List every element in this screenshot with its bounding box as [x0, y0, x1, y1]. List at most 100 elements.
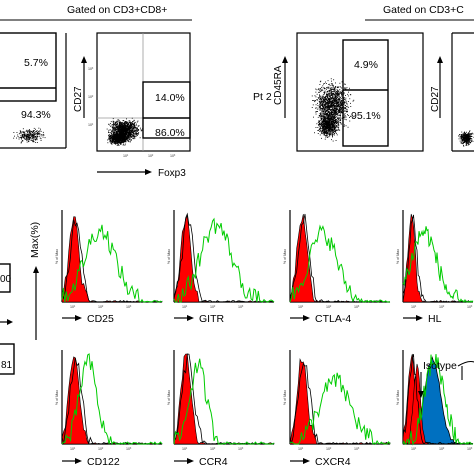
scatter-dot — [115, 132, 117, 134]
scatter-dot — [108, 130, 109, 132]
scatter-dot — [112, 133, 114, 135]
scatter-dot — [116, 136, 117, 138]
scatter-dot — [126, 123, 128, 125]
scatter-dot — [133, 128, 134, 129]
scatter-dot — [323, 98, 325, 100]
scatter-dot — [131, 131, 132, 133]
scatter-dot — [324, 138, 326, 140]
scatter-dot — [117, 136, 119, 138]
scatter-dot — [130, 136, 132, 138]
scatter-dot — [331, 91, 333, 92]
scatter-dot — [325, 105, 326, 107]
scatter-dot — [334, 131, 336, 132]
scatter-dot — [337, 91, 339, 93]
scatter-dot — [126, 118, 127, 120]
scatter-dot — [130, 132, 131, 134]
scatter-dot — [22, 140, 24, 142]
scatter-dot — [336, 124, 338, 126]
scatter-dot — [329, 133, 331, 135]
scatter-dot — [322, 127, 324, 129]
scatter-dot — [124, 139, 126, 140]
scatter-dot — [343, 92, 345, 94]
scatter-dot — [316, 123, 318, 125]
scatter-dot — [32, 138, 34, 140]
scatter-dot — [336, 103, 338, 105]
scatter-dot — [322, 123, 324, 125]
scatter-dot — [116, 142, 118, 144]
scatter-dot — [318, 97, 319, 99]
hist-small-ylabel: % of Max — [396, 249, 400, 264]
scatter-dot — [323, 126, 324, 127]
scatter-dot — [130, 140, 132, 141]
scatter-dot — [324, 125, 326, 127]
scatter-dot — [28, 133, 30, 135]
scatter-dot — [333, 115, 335, 117]
scatter-dot — [325, 81, 326, 83]
scatter-dot — [125, 136, 127, 137]
scatter-dot — [334, 124, 336, 125]
scatter-dot — [113, 123, 114, 124]
scatter-dot — [329, 128, 330, 130]
scatter-dot — [313, 100, 315, 101]
scatter-dot — [27, 139, 28, 141]
scatter-dot — [328, 100, 330, 102]
scatter-dot — [333, 121, 334, 123]
scatter-dot — [338, 111, 340, 112]
scatter-dot — [133, 126, 135, 128]
scatter-dot — [124, 129, 126, 131]
scatter-dot — [328, 130, 329, 132]
scatter-dot — [331, 118, 333, 120]
scatter-dot — [321, 108, 323, 110]
scatter-dot — [322, 87, 324, 89]
scatter-dot — [323, 126, 325, 127]
scatter-dot — [327, 116, 329, 117]
scatter-dot — [332, 94, 334, 96]
scatter-dot — [121, 136, 123, 138]
scatter-dot — [112, 120, 114, 122]
scatter-dot — [331, 103, 333, 104]
scatter-dot — [117, 133, 118, 135]
scatter-dot — [322, 133, 324, 135]
scatter-dot — [329, 132, 331, 134]
scatter-dot — [331, 94, 333, 96]
scatter-dot — [327, 115, 329, 116]
scatter-dot — [30, 135, 32, 136]
scatter-dot — [333, 101, 335, 103]
scatter-dot — [33, 130, 35, 131]
scatter-dot — [38, 133, 40, 135]
scatter-dot — [332, 105, 334, 107]
scatter-dot — [468, 141, 470, 143]
pct-bottom-b: 86.0% — [155, 127, 185, 139]
scatter-dot — [126, 133, 127, 135]
scatter-dot — [322, 125, 324, 127]
scatter-dot — [117, 141, 118, 143]
scatter-dot — [128, 131, 130, 133]
hist-x-tick: 10³ — [467, 305, 473, 309]
scatter-dot — [467, 137, 469, 139]
scatter-dot — [125, 136, 127, 137]
scatter-dot — [330, 87, 332, 89]
scatter-dot — [111, 142, 113, 143]
scatter-dot — [119, 129, 120, 131]
hist-xlabel-arrowhead — [187, 458, 194, 464]
scatter-dot — [107, 142, 109, 144]
scatter-dot — [469, 137, 470, 139]
scatter-dot — [324, 100, 326, 102]
scatter-dot — [108, 134, 110, 136]
scatter-dot — [132, 126, 133, 128]
scatter-dot — [341, 103, 342, 105]
max-percent-axis: Max(%) — [29, 222, 41, 340]
stain-bracket — [457, 360, 474, 367]
scatter-dot — [328, 126, 329, 128]
scatter-dot — [328, 119, 329, 120]
scatter-dot — [466, 133, 468, 135]
scatter-dot — [330, 122, 332, 124]
scatter-dot — [314, 132, 315, 134]
scatter-dot — [131, 134, 133, 136]
scatter-dot — [336, 113, 338, 114]
scatter-dot — [132, 124, 134, 126]
scatter-dot — [322, 131, 324, 132]
